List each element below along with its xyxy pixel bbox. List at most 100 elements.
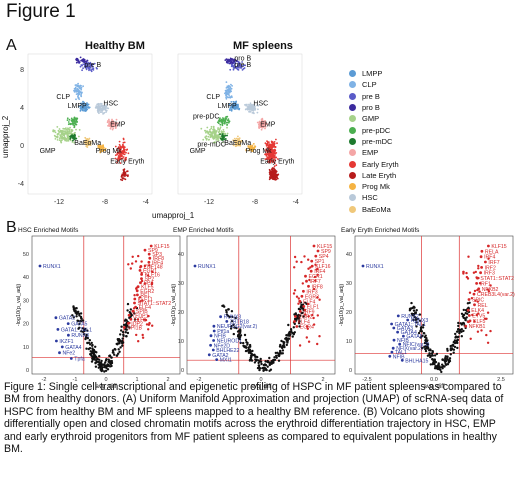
volcano-point-ns bbox=[268, 356, 271, 360]
volcano-point-ns bbox=[257, 364, 261, 367]
umap-cell-point bbox=[85, 138, 88, 141]
legend-label: Prog Mk bbox=[362, 182, 390, 192]
volcano-point-ns bbox=[286, 334, 290, 337]
volcano-point-ns bbox=[113, 353, 116, 356]
umap-cluster-label: CLP bbox=[206, 94, 220, 101]
umap-cell-point bbox=[69, 139, 72, 142]
volcano-point-ns bbox=[281, 349, 285, 352]
umap-cell-point bbox=[254, 145, 256, 148]
volcano-point-ns bbox=[79, 312, 83, 315]
umap-cell-point bbox=[69, 126, 71, 129]
umap-cell-point bbox=[113, 123, 116, 125]
volcano-point-up bbox=[305, 279, 308, 283]
volcano-point-ns bbox=[88, 343, 92, 346]
volcano-point-ns bbox=[429, 355, 432, 359]
umap-cell-point bbox=[66, 133, 68, 135]
volcano-point-up bbox=[476, 300, 479, 303]
umap-cell-point bbox=[249, 110, 252, 113]
volcano-point-up bbox=[148, 256, 152, 260]
volcano-point-up bbox=[316, 342, 319, 346]
umap-cell-point bbox=[259, 121, 262, 124]
umap-cell-point bbox=[108, 120, 111, 123]
volcano-point-ns bbox=[74, 309, 77, 312]
volcano-y-tick: 0 bbox=[181, 368, 184, 374]
volcano-point-ns bbox=[269, 362, 272, 365]
umap-cell-point bbox=[80, 105, 83, 108]
umap-cell-point bbox=[230, 108, 233, 111]
umap-cell-point bbox=[121, 173, 124, 176]
volcano-point-down bbox=[396, 314, 400, 318]
umap-cell-point bbox=[81, 64, 83, 67]
volcano-point-down bbox=[396, 330, 399, 334]
umap-cell-point bbox=[237, 135, 239, 138]
umap-cell-point bbox=[67, 127, 69, 130]
umap-cell-point bbox=[89, 64, 92, 67]
volcano-point-up bbox=[479, 255, 483, 259]
umap-cell-point bbox=[226, 126, 228, 129]
umap-cell-point bbox=[123, 160, 126, 162]
umap-cell-point bbox=[74, 122, 77, 124]
volcano-point-ns bbox=[91, 348, 95, 351]
umap-cell-point bbox=[80, 86, 83, 89]
umap-cell-point bbox=[53, 129, 56, 132]
volcano-point-up bbox=[306, 325, 309, 328]
umap-cell-point bbox=[97, 102, 100, 105]
umap-cell-point bbox=[75, 128, 77, 131]
umap-cell-point bbox=[227, 93, 230, 96]
umap-cell-point bbox=[224, 132, 227, 135]
volcano-point-up bbox=[312, 323, 316, 326]
volcano-point-down bbox=[212, 329, 216, 333]
umap-cell-point bbox=[266, 140, 268, 143]
volcano-point-ns bbox=[232, 332, 235, 336]
umap-cell-point bbox=[79, 84, 82, 87]
umap-cell-point bbox=[236, 142, 239, 145]
umap-cell-point bbox=[69, 137, 72, 140]
umap-cell-point bbox=[212, 128, 214, 131]
umap-cell-point bbox=[271, 174, 273, 177]
volcano-point-up bbox=[131, 255, 134, 258]
volcano-point-up bbox=[298, 299, 301, 303]
umap-cell-point bbox=[80, 95, 83, 98]
volcano-point-ns bbox=[98, 355, 101, 358]
legend-label: BaEoMa bbox=[362, 204, 391, 214]
volcano-point-ns bbox=[115, 354, 119, 357]
umap-cell-point bbox=[99, 145, 102, 147]
umap-cell-point bbox=[125, 149, 128, 151]
volcano-point-down bbox=[209, 334, 213, 338]
umap-cell-point bbox=[229, 59, 231, 62]
umap-cell-point bbox=[109, 127, 112, 129]
umap-cell-point bbox=[252, 111, 255, 114]
volcano-point-ns bbox=[444, 359, 447, 363]
volcano-y-tick: 20 bbox=[178, 310, 184, 316]
legend-swatch bbox=[349, 137, 356, 145]
umap-cell-point bbox=[256, 111, 259, 114]
umap-cell-point bbox=[105, 109, 108, 112]
volcano-point-ns bbox=[122, 333, 125, 336]
umap-cell-point bbox=[110, 124, 113, 127]
umap-cell-point bbox=[72, 119, 74, 122]
volcano-point-up bbox=[147, 260, 151, 264]
umap-cell-point bbox=[122, 143, 124, 146]
umap-cell-point bbox=[264, 127, 266, 130]
volcano-point-ns bbox=[88, 347, 92, 350]
umap-cell-point bbox=[206, 126, 209, 129]
umap-cell-point bbox=[78, 86, 81, 88]
umap-cluster-label: pre-mDC bbox=[197, 141, 225, 148]
umap-cell-point bbox=[97, 145, 100, 148]
volcano-y-label: -log10(p_val_adj) bbox=[339, 284, 345, 327]
volcano-point-up bbox=[143, 282, 146, 285]
umap-cluster-label: Prog Mk bbox=[96, 148, 123, 155]
volcano-point-ns bbox=[243, 333, 247, 337]
umap-cell-point bbox=[117, 158, 120, 161]
umap-cell-point bbox=[68, 118, 71, 121]
umap-cell-point bbox=[217, 122, 220, 125]
volcano-point-ns bbox=[438, 367, 441, 371]
umap-cell-point bbox=[56, 139, 59, 141]
umap-cell-point bbox=[90, 140, 92, 143]
umap-cell-point bbox=[230, 83, 232, 86]
volcano-point-down bbox=[55, 339, 58, 343]
umap-cell-point bbox=[217, 138, 219, 140]
volcano-point-up bbox=[142, 318, 146, 321]
umap-cell-point bbox=[79, 107, 82, 110]
volcano-point-down bbox=[58, 351, 61, 355]
